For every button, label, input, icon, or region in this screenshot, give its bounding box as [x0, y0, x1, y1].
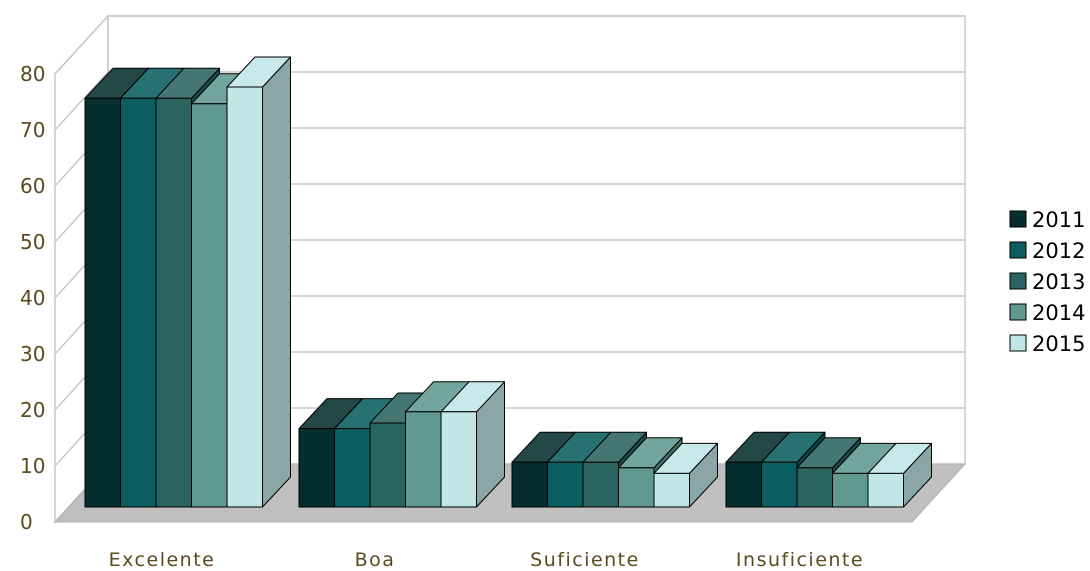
legend-label: 2015 — [1032, 332, 1085, 356]
bar-front — [334, 428, 371, 508]
bar-2015-boa — [440, 381, 505, 508]
bar-front — [511, 461, 548, 508]
bar-front — [761, 461, 798, 508]
y-tick-label: 60 — [20, 174, 45, 198]
bar-front — [84, 97, 121, 508]
bars — [84, 56, 932, 508]
gridline — [54, 71, 965, 131]
bar-2015-excelente — [226, 56, 291, 508]
bar-front — [547, 461, 584, 508]
y-tick-label: 80 — [20, 62, 45, 86]
x-tick-label: Excelente — [109, 549, 216, 571]
y-tick-label: 20 — [20, 398, 45, 422]
bar-front — [191, 103, 228, 508]
legend-label: 2012 — [1032, 239, 1085, 263]
x-tick-label: Suficiente — [530, 549, 640, 571]
legend-swatch — [1009, 210, 1027, 228]
y-tick-label: 40 — [20, 286, 45, 310]
y-tick-label: 30 — [20, 342, 45, 366]
bar-front — [155, 97, 192, 508]
bar-2015-insuficiente — [867, 442, 932, 508]
bar-front — [653, 472, 690, 508]
x-tick-label: Boa — [355, 549, 396, 571]
bar-front — [120, 97, 157, 508]
legend-swatch — [1009, 272, 1027, 290]
bar-front — [618, 467, 655, 508]
bar-front — [226, 86, 263, 508]
bar-front — [405, 411, 442, 508]
bar-front — [440, 411, 477, 508]
y-tick-label: 50 — [20, 230, 45, 254]
legend-swatch — [1009, 241, 1027, 259]
legend-swatch — [1009, 303, 1027, 321]
legend-label: 2013 — [1032, 270, 1085, 294]
legend-swatch — [1009, 334, 1027, 352]
bar-front — [582, 461, 619, 508]
bar-2015-suficiente — [653, 442, 718, 508]
legend-label: 2011 — [1032, 208, 1085, 232]
bar-front — [867, 472, 904, 508]
bar-front — [796, 467, 833, 508]
bar-front — [369, 422, 406, 508]
gridline — [54, 15, 965, 75]
legend-label: 2014 — [1032, 301, 1085, 325]
x-tick-label: Insuficiente — [736, 549, 864, 571]
y-tick-label: 70 — [20, 118, 45, 142]
y-tick-label: 0 — [20, 510, 33, 534]
bar-front — [725, 461, 762, 508]
legend: 2011 2012 2013 2014 2015 — [1009, 208, 1085, 356]
bar-front — [832, 472, 869, 508]
y-tick-label: 10 — [20, 454, 45, 478]
bar-front — [298, 428, 335, 508]
bar-side — [262, 56, 291, 508]
